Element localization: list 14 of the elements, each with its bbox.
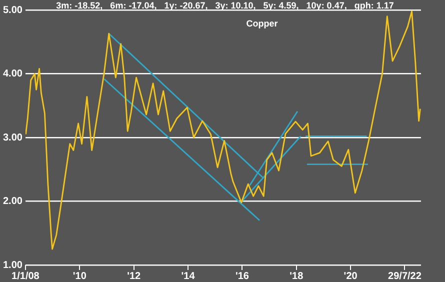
y-tick-label: 3.00	[2, 132, 23, 144]
text: Copper	[246, 18, 278, 28]
x-tick-label: '20	[344, 270, 358, 282]
x-tick-label: '10	[72, 270, 87, 282]
y-tick-label: 5.00	[2, 4, 23, 16]
x-tick-label: 1/1/08	[12, 270, 40, 282]
y-tick-label: 2.00	[2, 196, 23, 207]
y-tick-label: 4.00	[2, 68, 23, 80]
x-tick-label: '12	[127, 270, 142, 282]
x-tick-label: 29/7/22	[388, 270, 422, 282]
y-tick-label: 1.00	[2, 260, 23, 271]
x-tick-label: '18	[290, 270, 304, 282]
x-tick-label: '16	[235, 270, 250, 282]
x-tick-label: '14	[181, 270, 196, 282]
